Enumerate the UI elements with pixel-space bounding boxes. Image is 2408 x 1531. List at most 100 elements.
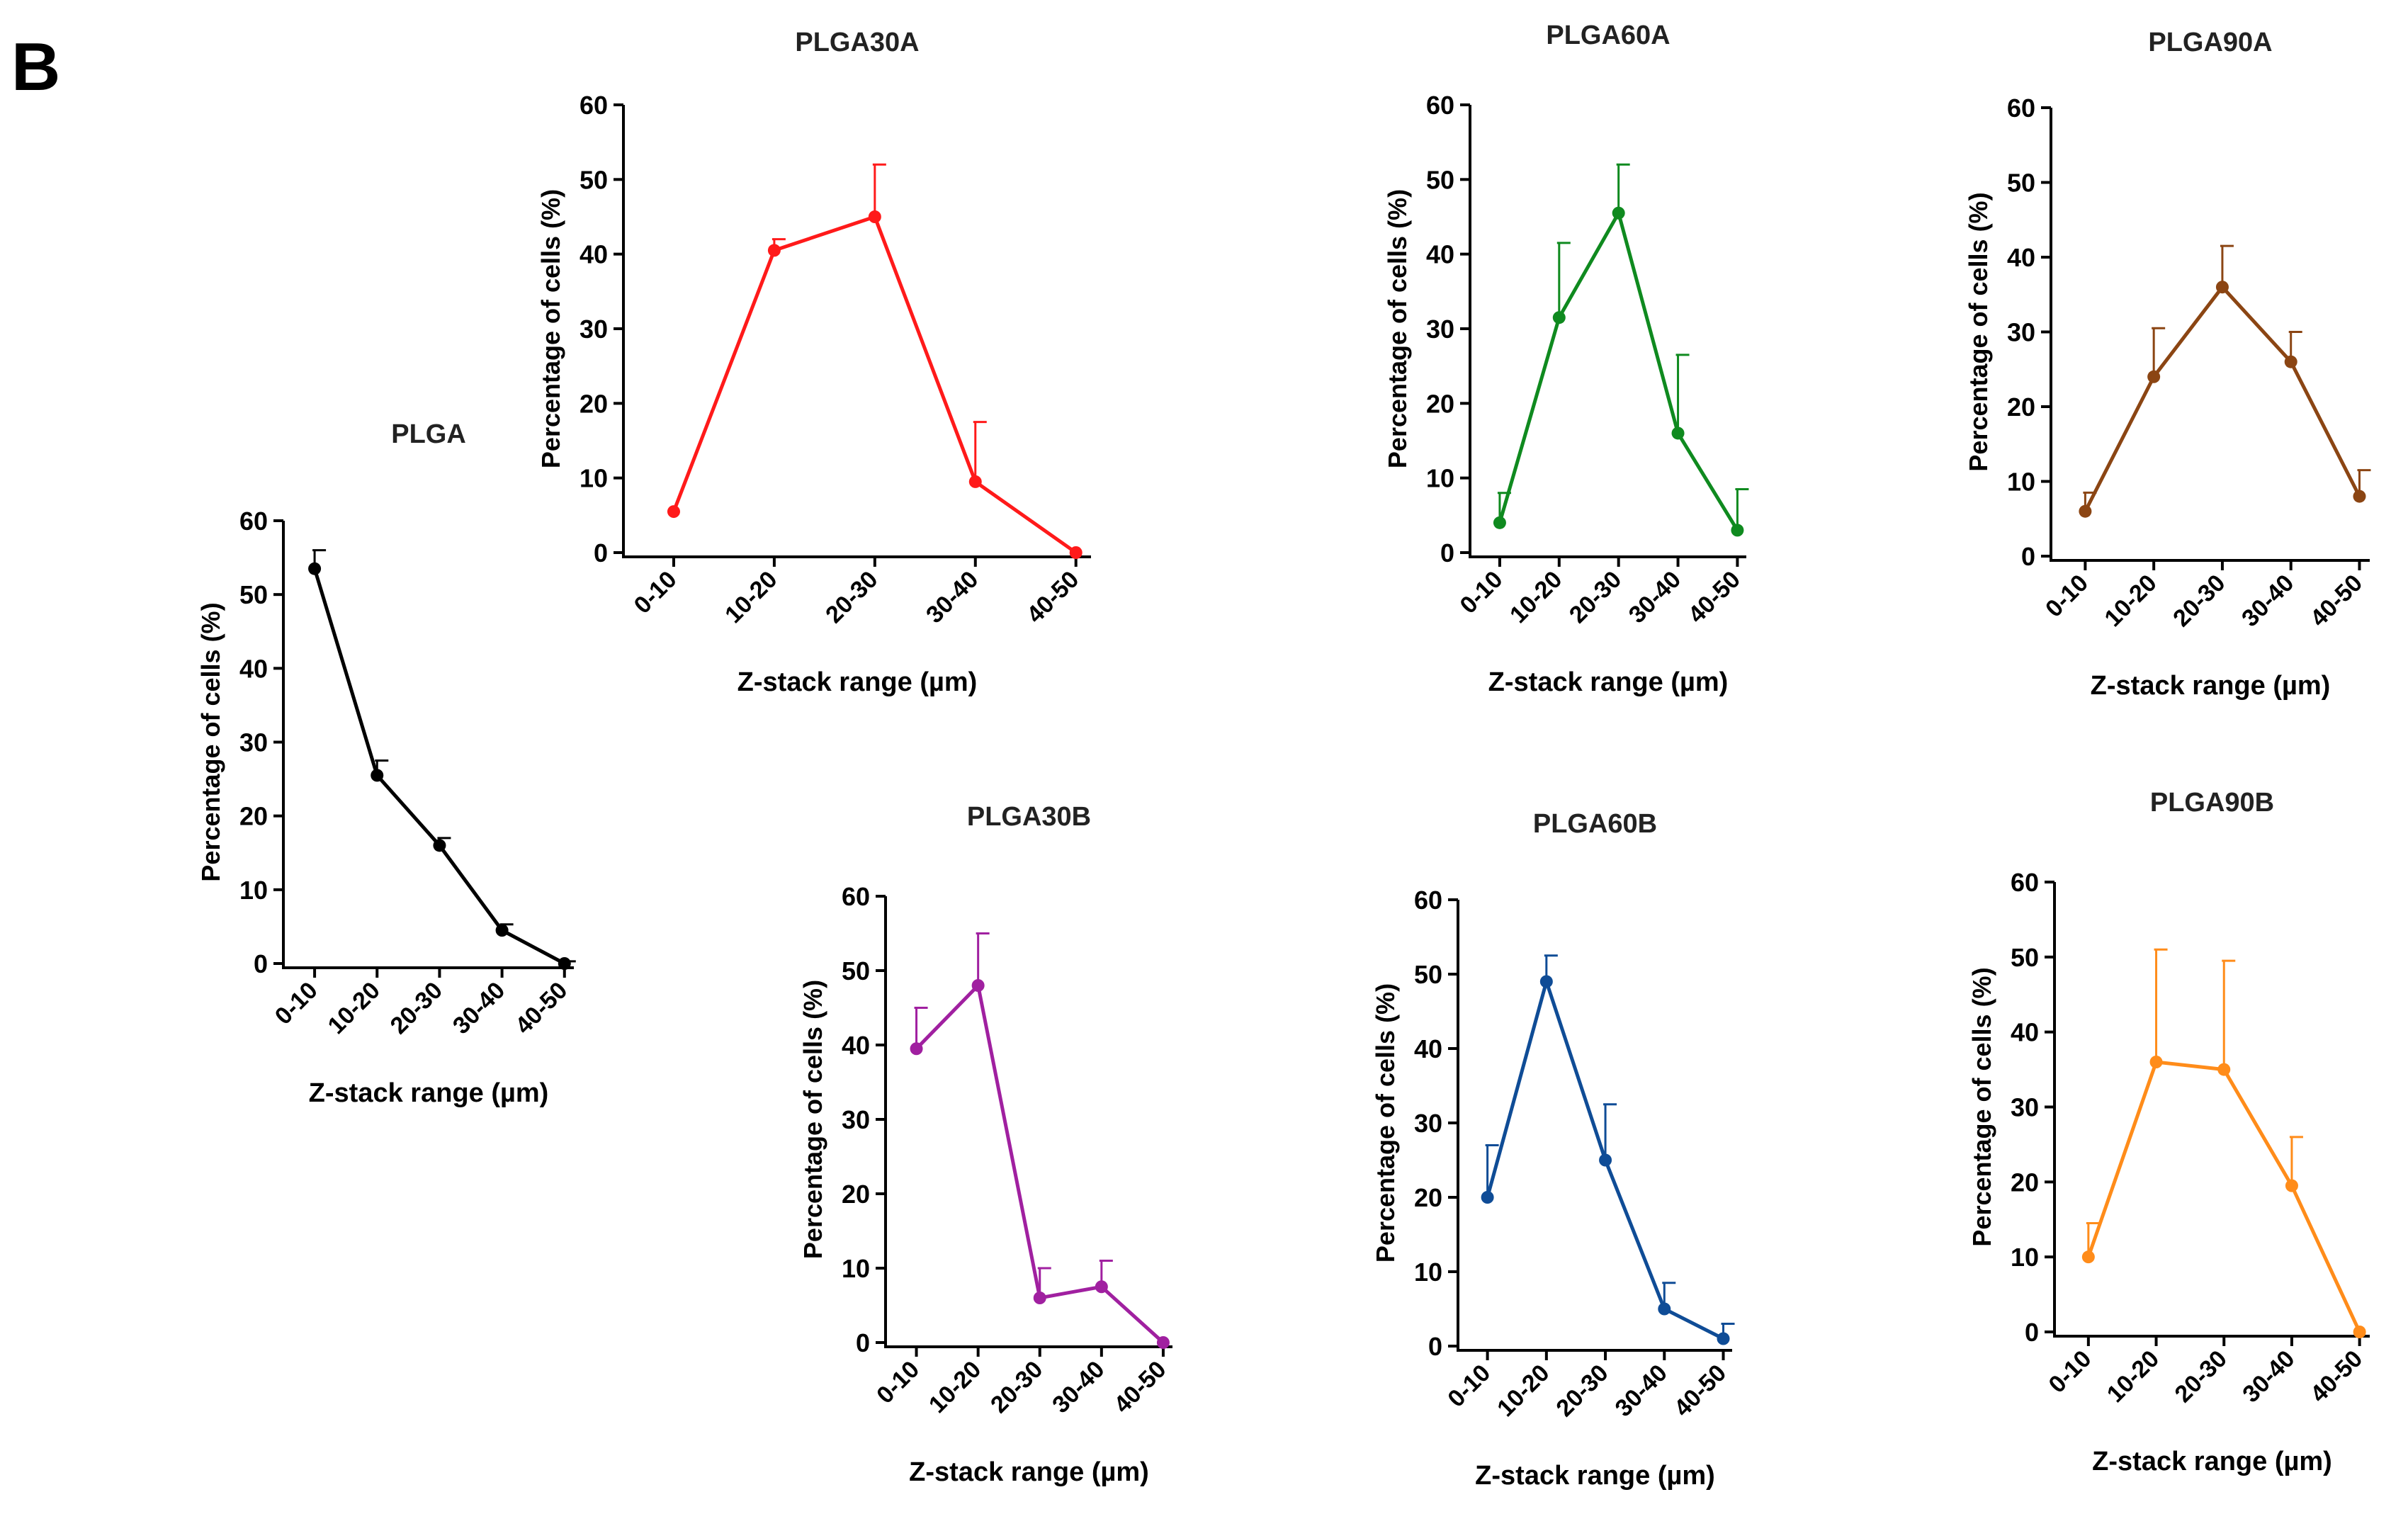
series-line xyxy=(915,981,1165,1344)
chart-title: PLGA60B xyxy=(1533,809,1657,839)
x-axis-label: Z-stack range (µm) xyxy=(1475,1461,1715,1491)
data-point xyxy=(1156,1336,1170,1349)
x-tick-label: 20-30 xyxy=(1551,1360,1613,1422)
data-point xyxy=(2147,370,2161,383)
data-point xyxy=(308,562,322,575)
y-tick-label: 10 xyxy=(1414,1258,1442,1287)
y-axis-label: Percentage of cells (%) xyxy=(196,602,225,881)
y-tick-label: 0 xyxy=(2025,1318,2039,1347)
y-axis-label: Percentage of cells (%) xyxy=(1967,967,1996,1246)
x-axis-label: Z-stack range (µm) xyxy=(309,1078,549,1108)
data-point xyxy=(2353,490,2366,503)
y-axis-label: Percentage of cells (%) xyxy=(1964,192,1993,471)
chart-title: PLGA30A xyxy=(795,28,919,57)
y-tick-label: 60 xyxy=(1426,91,1454,120)
chart-title: PLGA xyxy=(391,419,466,449)
x-tick-label: 0-10 xyxy=(871,1356,925,1409)
x-tick-label: 20-30 xyxy=(385,977,448,1039)
data-point xyxy=(1717,1332,1730,1345)
y-tick-label: 60 xyxy=(580,91,608,120)
y-tick-label: 0 xyxy=(1428,1332,1442,1361)
y-tick-label: 20 xyxy=(1426,389,1454,418)
y-tick-label: 60 xyxy=(239,507,268,536)
x-tick-label: 40-50 xyxy=(510,977,572,1039)
data-point xyxy=(2353,1326,2366,1338)
y-axis-label: Percentage of cells (%) xyxy=(1371,983,1400,1262)
y-tick-label: 20 xyxy=(239,802,268,831)
data-point xyxy=(2215,281,2229,294)
y-tick-label: 30 xyxy=(1426,315,1454,344)
data-point xyxy=(2217,1063,2231,1076)
y-tick-label: 50 xyxy=(2011,943,2039,972)
y-tick-label: 40 xyxy=(1426,240,1454,269)
y-tick-label: 50 xyxy=(1414,960,1442,989)
x-tick-label: 10-20 xyxy=(720,566,782,628)
chart-plga30a: PLGA30A 0 10 20 30 40 50 60 0-10 10-20 20-30 30-40 4… xyxy=(536,28,1091,697)
y-tick-label: 30 xyxy=(842,1105,870,1134)
y-axis-label: Percentage of cells (%) xyxy=(798,980,827,1259)
x-tick-label: 20-30 xyxy=(2168,570,2230,632)
x-tick-label: 30-40 xyxy=(921,566,983,628)
data-point xyxy=(1658,1302,1671,1316)
data-point xyxy=(2079,504,2092,518)
x-tick-label: 0-10 xyxy=(2044,1345,2097,1399)
y-tick-label: 10 xyxy=(580,464,608,493)
chart-plga90a: PLGA90A 0 10 20 30 40 50 60 0-10 10-20 20-30 30-40 4… xyxy=(1964,28,2371,701)
x-axis-label: Z-stack range (µm) xyxy=(1488,667,1729,697)
y-tick-label: 10 xyxy=(2011,1243,2039,1272)
data-point xyxy=(558,957,571,970)
x-tick-label: 30-40 xyxy=(2237,570,2299,632)
data-point xyxy=(767,244,781,257)
y-tick-label: 50 xyxy=(580,165,608,194)
series-line xyxy=(312,567,565,966)
x-tick-label: 0-10 xyxy=(2040,570,2093,623)
x-tick-label: 40-50 xyxy=(2305,1345,2368,1408)
x-tick-label: 10-20 xyxy=(2099,570,2161,632)
chart-plga: PLGA 0 10 20 30 40 50 60 0-10 10-20 20-30 30-40 40-5… xyxy=(196,419,576,1108)
y-tick-label: 10 xyxy=(1426,464,1454,493)
y-tick-label: 10 xyxy=(239,876,268,905)
y-tick-label: 0 xyxy=(254,949,268,978)
y-tick-label: 40 xyxy=(239,654,268,683)
x-tick-label: 0-10 xyxy=(629,566,682,619)
data-point xyxy=(2149,1056,2163,1068)
data-point xyxy=(1671,426,1685,440)
chart-plga90b: PLGA90B 0 10 20 30 40 50 60 0-10 10-20 20-30 30-40 4… xyxy=(1967,788,2370,1476)
data-point xyxy=(971,979,985,992)
data-point xyxy=(1493,516,1506,529)
x-tick-label: 10-20 xyxy=(924,1356,986,1418)
y-tick-label: 20 xyxy=(580,389,608,418)
y-tick-label: 10 xyxy=(2007,468,2035,497)
y-tick-label: 60 xyxy=(1414,886,1442,915)
y-axis-label: Percentage of cells (%) xyxy=(536,189,565,468)
chart-title: PLGA90B xyxy=(2150,788,2274,818)
y-tick-label: 30 xyxy=(580,315,608,344)
data-point xyxy=(1731,524,1744,537)
chart-plga60b: PLGA60B 0 10 20 30 40 50 60 0-1010-2020-3030-404… xyxy=(1371,809,1735,1491)
y-tick-label: 40 xyxy=(580,240,608,269)
y-tick-label: 40 xyxy=(1414,1034,1442,1063)
y-tick-label: 30 xyxy=(2011,1093,2039,1122)
chart-title: PLGA60A xyxy=(1546,21,1670,50)
x-axis-label: Z-stack range (µm) xyxy=(737,667,978,697)
data-point xyxy=(1612,206,1625,220)
x-tick-label: 10-20 xyxy=(1492,1360,1554,1422)
data-point xyxy=(1552,311,1566,324)
x-tick-label: 30-40 xyxy=(448,977,510,1039)
y-tick-label: 20 xyxy=(2007,392,2035,422)
y-tick-label: 30 xyxy=(2007,318,2035,347)
x-tick-label: 10-20 xyxy=(2102,1345,2164,1408)
x-axis-label: Z-stack range (µm) xyxy=(2091,671,2331,701)
y-tick-label: 60 xyxy=(2011,868,2039,897)
x-tick-label: 40-50 xyxy=(1669,1360,1731,1422)
x-tick-label: 20-30 xyxy=(1564,566,1627,628)
data-point xyxy=(495,924,509,937)
x-tick-label: 30-40 xyxy=(1624,566,1686,628)
data-point xyxy=(968,475,982,488)
y-tick-label: 50 xyxy=(842,956,870,985)
chart-title: PLGA90A xyxy=(2148,28,2272,57)
series-line xyxy=(2084,284,2361,512)
x-tick-label: 10-20 xyxy=(1505,566,1567,628)
y-tick-label: 60 xyxy=(2007,94,2035,123)
